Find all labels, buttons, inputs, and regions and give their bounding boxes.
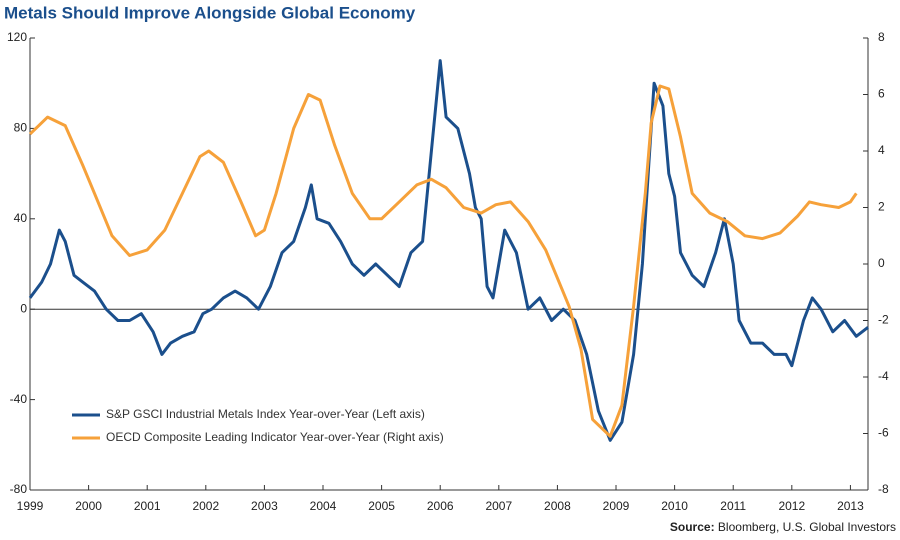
y2-tick-label: -8 [878, 482, 889, 496]
y2-tick-label: 2 [878, 200, 885, 214]
y2-tick-label: 0 [878, 256, 885, 270]
y-tick-label: 40 [14, 211, 28, 225]
x-tick-label: 2012 [778, 499, 805, 513]
x-tick-label: 2009 [603, 499, 630, 513]
chart-title: Metals Should Improve Alongside Global E… [4, 3, 416, 22]
y-tick-label: 80 [14, 121, 28, 135]
legend-label: OECD Composite Leading Indicator Year-ov… [106, 430, 444, 444]
x-tick-label: 2003 [251, 499, 278, 513]
x-tick-label: 2002 [192, 499, 219, 513]
y2-tick-label: 4 [878, 143, 885, 157]
x-tick-label: 2006 [427, 499, 454, 513]
y2-tick-label: -6 [878, 426, 889, 440]
legend-label: S&P GSCI Industrial Metals Index Year-ov… [106, 407, 425, 421]
x-tick-label: 2005 [368, 499, 395, 513]
y2-tick-label: 6 [878, 87, 885, 101]
x-tick-label: 2001 [134, 499, 161, 513]
y2-tick-label: 8 [878, 30, 885, 44]
x-tick-label: 2010 [661, 499, 688, 513]
y-tick-label: -40 [10, 392, 28, 406]
y2-tick-label: -4 [878, 369, 889, 383]
y-tick-label: -80 [10, 482, 28, 496]
x-tick-label: 1999 [17, 499, 44, 513]
source: Source: Bloomberg, U.S. Global Investors [670, 520, 896, 534]
y2-tick-label: -2 [878, 313, 889, 327]
y-tick-label: 0 [20, 301, 27, 315]
x-tick-label: 2000 [75, 499, 102, 513]
x-tick-label: 2013 [837, 499, 864, 513]
source-text: Bloomberg, U.S. Global Investors [718, 520, 896, 534]
x-tick-label: 2008 [544, 499, 571, 513]
series-line [28, 59, 869, 442]
y-tick-label: 120 [7, 30, 27, 44]
x-tick-label: 2004 [310, 499, 337, 513]
series-line [28, 84, 858, 438]
source-label: Source: [670, 520, 715, 534]
x-tick-label: 2007 [485, 499, 512, 513]
x-tick-label: 2011 [720, 499, 746, 513]
